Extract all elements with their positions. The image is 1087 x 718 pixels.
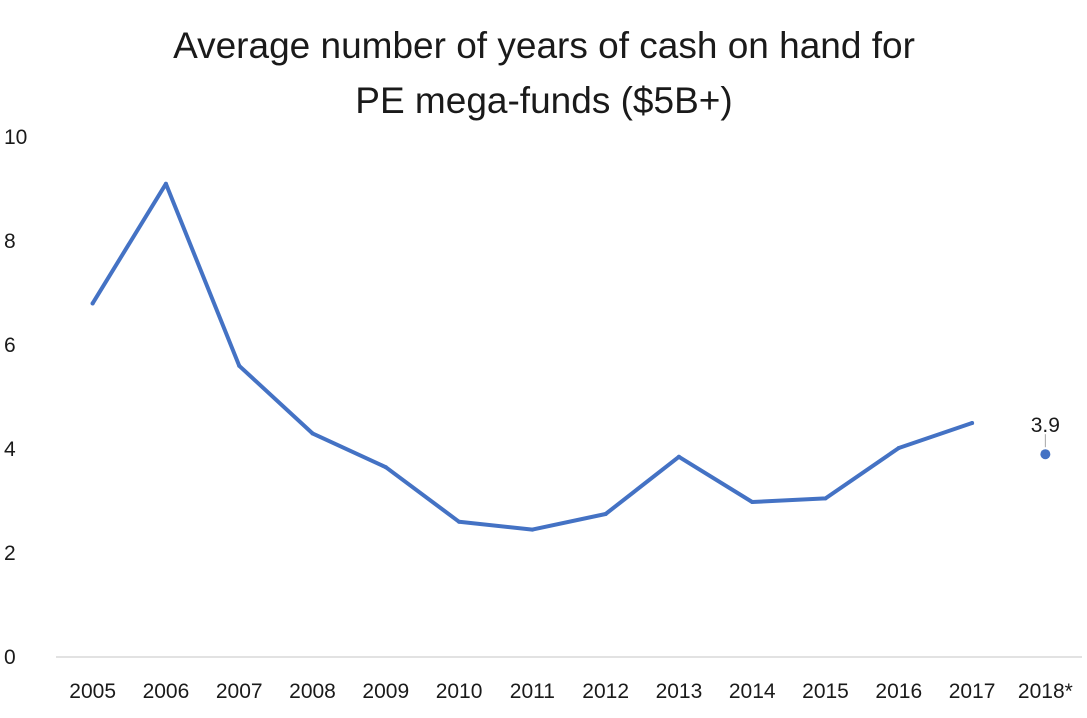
- line-point: [90, 301, 95, 306]
- x-tick-label: 2011: [510, 680, 555, 703]
- line-point: [383, 465, 388, 470]
- y-tick-label: 2: [4, 542, 16, 565]
- line-point: [896, 445, 901, 450]
- x-tick-label: 2005: [69, 680, 116, 703]
- x-tick-label: 2016: [875, 680, 922, 703]
- x-tick-label: 2008: [289, 680, 336, 703]
- line-point: [457, 519, 462, 524]
- x-tick-label: 2009: [362, 680, 409, 703]
- line-point: [823, 496, 828, 501]
- x-tick-label: 2015: [802, 680, 849, 703]
- y-tick-label: 6: [4, 334, 16, 357]
- x-axis-ticks: 2005 2006 2007 2008 2009 2010 2011 2012 2013 2014…: [69, 680, 1073, 703]
- x-tick-label: 2012: [582, 680, 629, 703]
- data-label: 3.9: [1031, 414, 1060, 437]
- line-point: [676, 454, 681, 459]
- x-tick-label: 2013: [656, 680, 703, 703]
- projected-point-marker: [1040, 449, 1051, 460]
- data-label-layer: 3.9: [1031, 414, 1060, 448]
- line-point: [163, 181, 168, 186]
- chart-title-line-2: PE mega-funds ($5B+): [355, 80, 732, 121]
- series-line: [90, 181, 975, 532]
- x-tick-label: 2007: [216, 680, 263, 703]
- chart-title-line-1: Average number of years of cash on hand …: [173, 25, 915, 66]
- x-tick-label: 2010: [436, 680, 483, 703]
- x-tick-label: 2017: [949, 680, 996, 703]
- y-tick-label: 10: [4, 126, 27, 149]
- line-point: [310, 431, 315, 436]
- y-tick-label: 0: [4, 646, 16, 669]
- x-tick-label: 2014: [729, 680, 776, 703]
- y-tick-label: 8: [4, 230, 16, 253]
- y-tick-label: 4: [4, 438, 16, 461]
- line-point: [970, 421, 975, 425]
- line-point: [530, 527, 535, 532]
- line-point: [603, 512, 608, 516]
- line-point: [750, 500, 755, 505]
- x-tick-label: 2006: [143, 680, 190, 703]
- series-layer: [90, 181, 1051, 532]
- y-axis-ticks: 0 2 4 6 8 10: [4, 126, 27, 669]
- line-point: [237, 363, 242, 368]
- x-tick-label: 2018*: [1018, 680, 1073, 703]
